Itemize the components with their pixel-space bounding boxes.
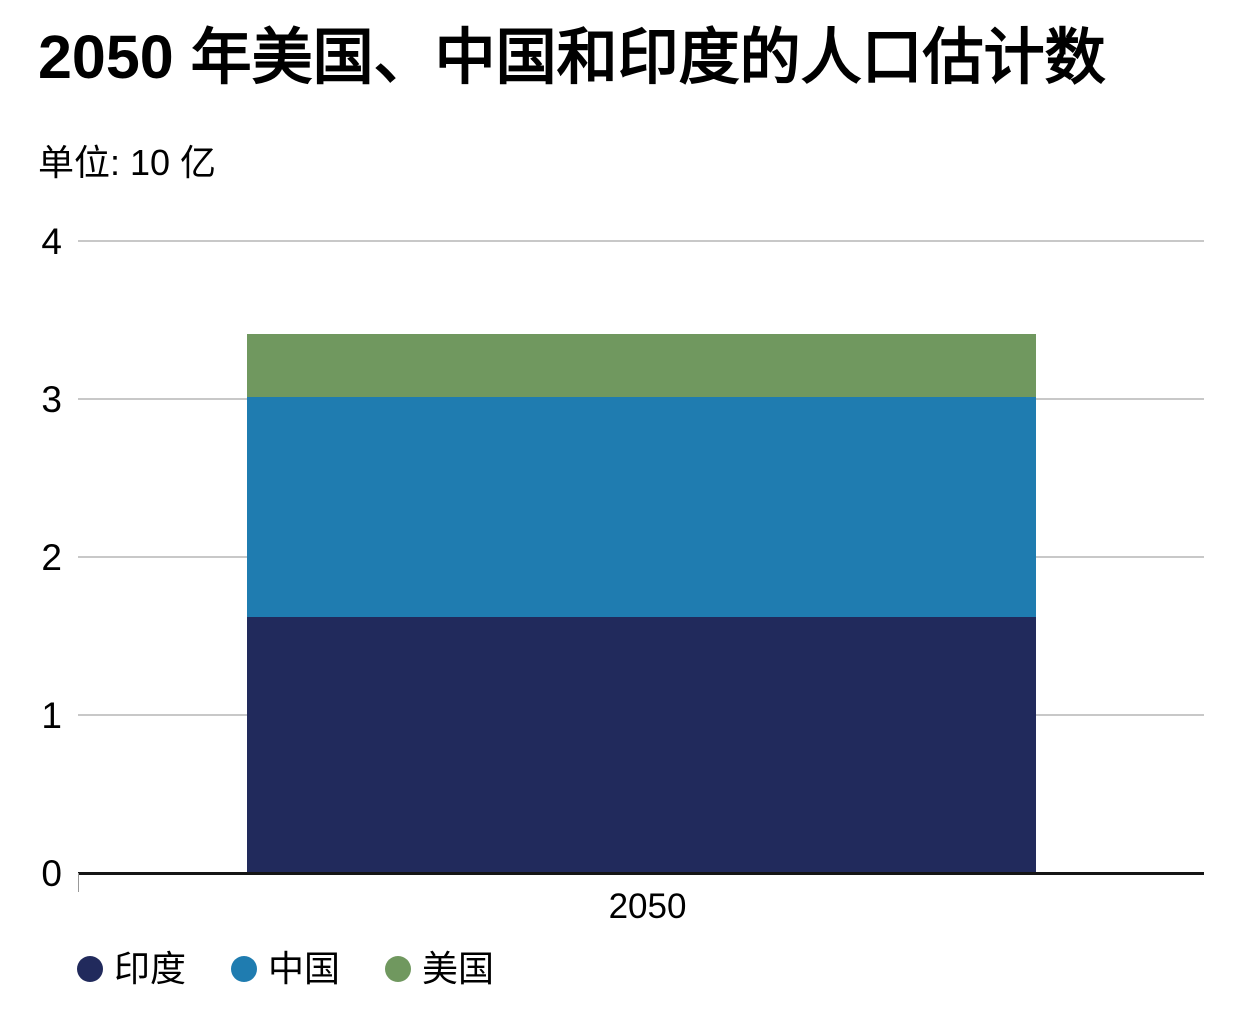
y-tick-label-3: 3	[41, 379, 62, 420]
chart-title: 2050 年美国、中国和印度的人口估计数	[38, 23, 1106, 91]
legend-dot-china	[231, 956, 258, 982]
y-tick-label-4: 4	[41, 221, 62, 262]
legend-label-india: 印度	[114, 948, 187, 989]
legend-label-china: 中国	[268, 948, 341, 989]
bar-segment-india	[247, 617, 1036, 873]
x-axis-line	[78, 872, 1204, 875]
legend: 印度 中国 美国	[77, 951, 494, 987]
legend-item-china: 中国	[231, 951, 340, 987]
y-tick-label-1: 1	[41, 695, 62, 736]
legend-item-usa: 美国	[385, 951, 494, 987]
gridline-y4	[78, 240, 1204, 242]
legend-label-usa: 美国	[422, 948, 495, 989]
unit-label: 单位: 10 亿	[38, 142, 217, 183]
y-tick-label-0: 0	[41, 853, 62, 894]
y-tick-label-2: 2	[41, 537, 62, 578]
x-axis-label: 2050	[608, 887, 687, 926]
legend-dot-india	[77, 956, 103, 982]
bar-segment-usa	[247, 334, 1036, 398]
legend-item-india: 印度	[77, 951, 186, 987]
legend-dot-usa	[385, 956, 412, 982]
x-axis-tick	[78, 873, 79, 892]
bar-segment-china	[247, 397, 1036, 618]
